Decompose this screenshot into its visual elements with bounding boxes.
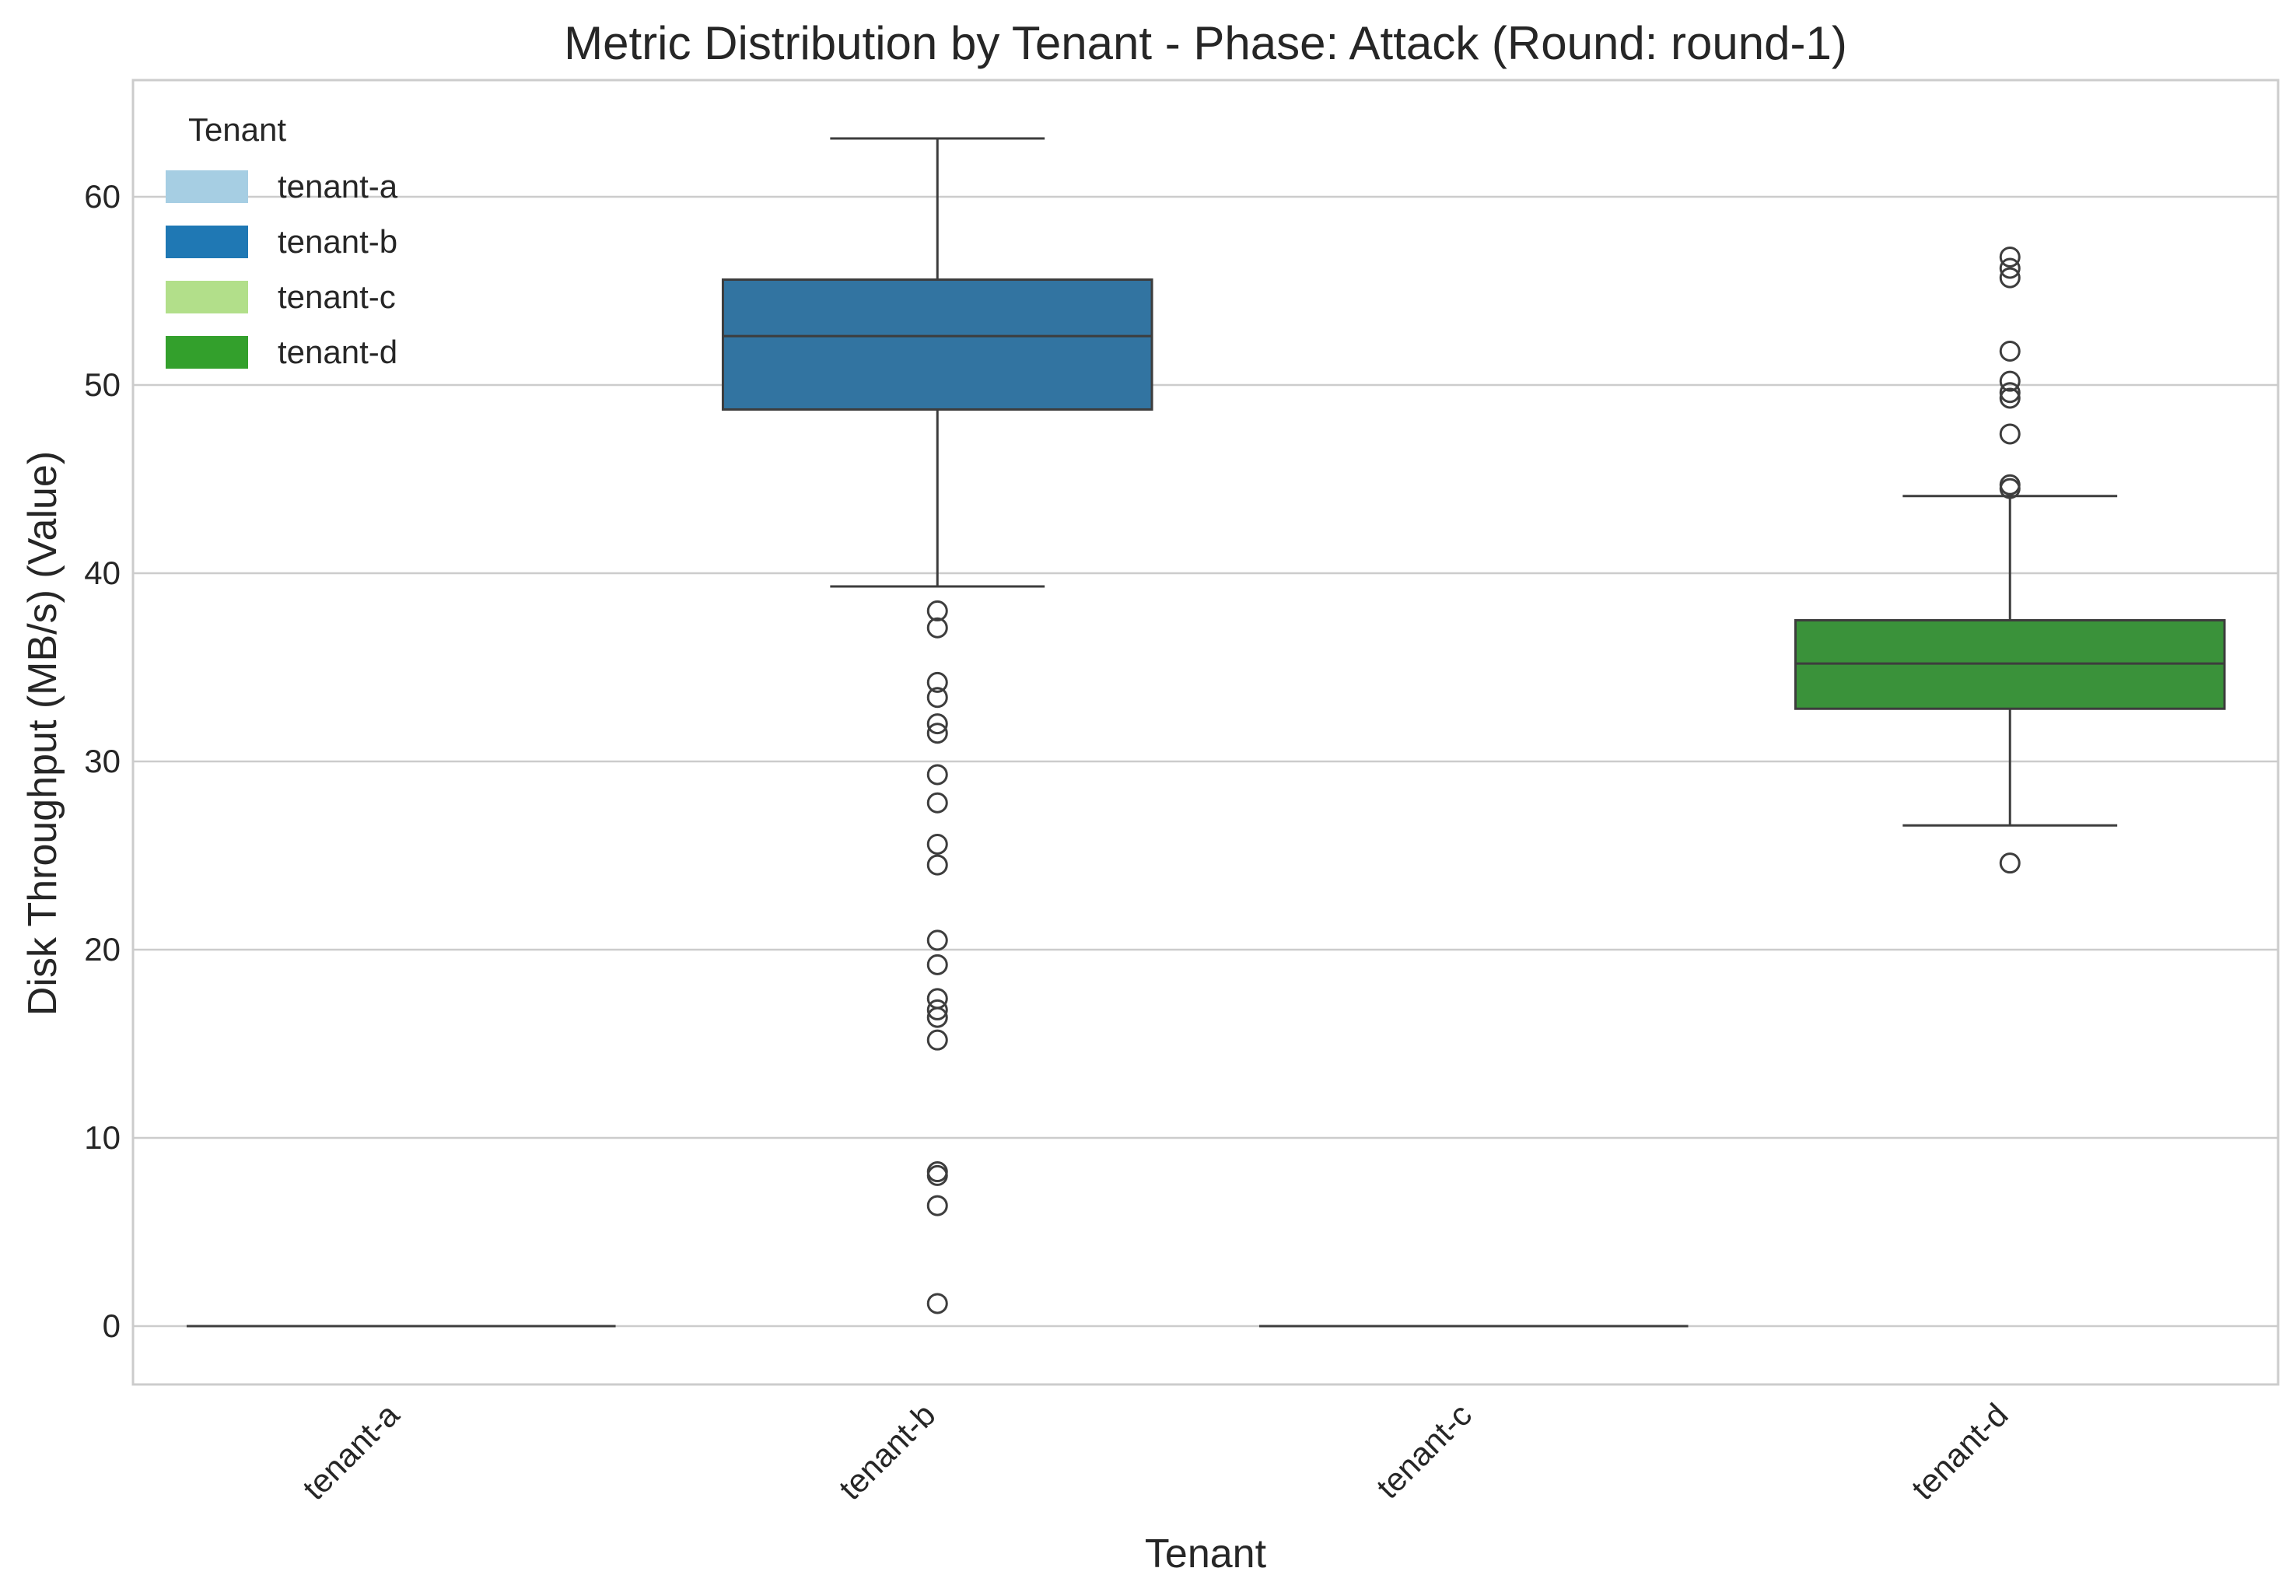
legend-swatch: [166, 336, 248, 369]
y-tick-label: 60: [84, 178, 121, 215]
outlier-point: [1999, 370, 2021, 392]
box-tenant-b: [721, 137, 1153, 1314]
outlier-point: [926, 988, 948, 1010]
box-iqr: [721, 278, 1153, 411]
outlier-point: [1999, 267, 2021, 289]
outlier-point: [926, 1195, 948, 1216]
outlier-point: [926, 1029, 948, 1051]
x-tick-labels: tenant-a tenant-b tenant-c tenant-d: [296, 1396, 2015, 1507]
x-tick-label: tenant-b: [831, 1396, 942, 1507]
outlier-point: [926, 764, 948, 786]
outlier-point: [926, 792, 948, 814]
outlier-point: [1999, 852, 2021, 874]
legend: Tenant tenant-a tenant-b tenant-c tenant-d: [166, 111, 398, 370]
outlier-point: [926, 1293, 948, 1314]
outlier-point: [926, 929, 948, 951]
boxes: [186, 137, 2226, 1328]
outlier-point: [926, 617, 948, 639]
legend-item-tenant-a: tenant-a: [166, 168, 398, 205]
legend-swatch: [166, 281, 248, 313]
x-tick-label: tenant-a: [296, 1396, 407, 1507]
legend-item-tenant-b: tenant-b: [166, 223, 397, 260]
y-tick-label: 10: [84, 1119, 121, 1156]
x-tick-label: tenant-c: [1370, 1396, 1479, 1506]
outlier-point: [926, 600, 948, 621]
plot-area-frame: [131, 79, 2280, 1386]
outlier-point: [926, 687, 948, 709]
y-tick-label: 0: [103, 1307, 121, 1344]
legend-label: tenant-a: [278, 168, 398, 205]
outlier-point: [926, 1164, 948, 1186]
outlier-point: [1999, 382, 2021, 404]
legend-label: tenant-c: [278, 278, 396, 315]
outlier-point: [1999, 423, 2021, 445]
x-tick-label: tenant-d: [1904, 1396, 2014, 1507]
box-tenant-d: [1794, 246, 2226, 874]
outlier-point: [926, 954, 948, 975]
y-tick-label: 20: [84, 931, 121, 968]
outlier-point: [926, 999, 948, 1020]
y-axis-title: Disk Throughput (MB/s) (Value): [20, 451, 65, 1016]
outlier-point: [926, 1006, 948, 1028]
legend-items: tenant-a tenant-b tenant-c tenant-d: [166, 168, 398, 370]
y-tick-label: 30: [84, 743, 121, 779]
outlier-point: [926, 854, 948, 876]
x-axis-title: Tenant: [1145, 1531, 1267, 1577]
y-tick-label: 40: [84, 555, 121, 591]
outlier-point: [1999, 246, 2021, 268]
outlier-point: [1999, 257, 2021, 279]
legend-item-tenant-d: tenant-d: [166, 334, 397, 370]
outlier-point: [926, 671, 948, 693]
y-tick-label: 50: [84, 366, 121, 403]
legend-title: Tenant: [188, 111, 286, 148]
y-tick-labels: 0 10 20 30 40 50 60: [84, 178, 121, 1344]
legend-label: tenant-b: [278, 223, 397, 260]
legend-label: tenant-d: [278, 334, 397, 370]
outlier-point: [926, 723, 948, 744]
outlier-point: [926, 833, 948, 855]
outlier-point: [1999, 387, 2021, 409]
outlier-point: [926, 713, 948, 735]
grid-lines: [133, 195, 2278, 1328]
legend-swatch: [166, 226, 248, 258]
legend-item-tenant-c: tenant-c: [166, 278, 396, 315]
legend-swatch: [166, 170, 248, 203]
outlier-point: [1999, 474, 2021, 495]
chart-title: Metric Distribution by Tenant - Phase: A…: [564, 17, 1847, 69]
outlier-point: [1999, 340, 2021, 362]
